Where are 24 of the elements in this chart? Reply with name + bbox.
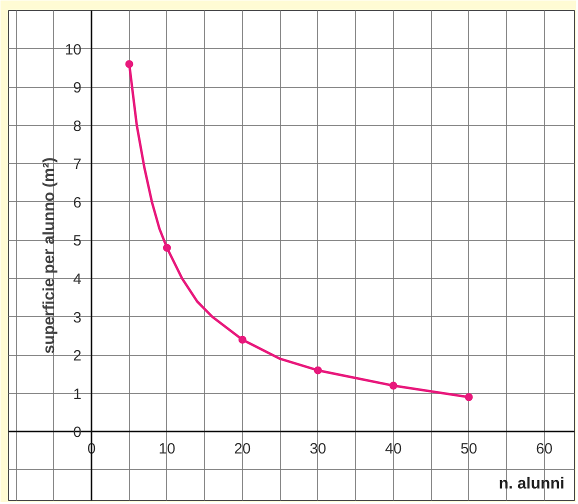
y-axis-title: superficie per alunno (m²) xyxy=(40,157,58,354)
y-tick-label: 10 xyxy=(64,41,82,58)
y-tick-label: 2 xyxy=(73,348,82,365)
point xyxy=(238,336,246,344)
point xyxy=(464,393,473,402)
y-tick-label: 6 xyxy=(73,194,82,212)
y-tick-label: 5 xyxy=(73,232,82,250)
x-axis-title: n. alunni xyxy=(498,476,565,492)
point xyxy=(389,382,398,390)
y-tick-label: 1 xyxy=(73,386,82,403)
x-tick-label: 20 xyxy=(234,440,251,458)
y-tick-label: 9 xyxy=(73,80,82,97)
x-tick-label: 10 xyxy=(158,440,176,458)
y-tick-label: 4 xyxy=(73,270,82,288)
x-tick-label: 50 xyxy=(460,440,478,458)
point xyxy=(314,366,322,374)
y-tick-label: 8 xyxy=(73,118,82,135)
x-tick-label: 30 xyxy=(310,440,326,458)
x-tick-label: 40 xyxy=(385,440,402,458)
point xyxy=(125,60,134,68)
y-tick-label: 3 xyxy=(73,309,82,326)
y-tick-label: 7 xyxy=(73,156,82,174)
point xyxy=(162,244,171,252)
x-tick-label: 60 xyxy=(536,440,553,458)
